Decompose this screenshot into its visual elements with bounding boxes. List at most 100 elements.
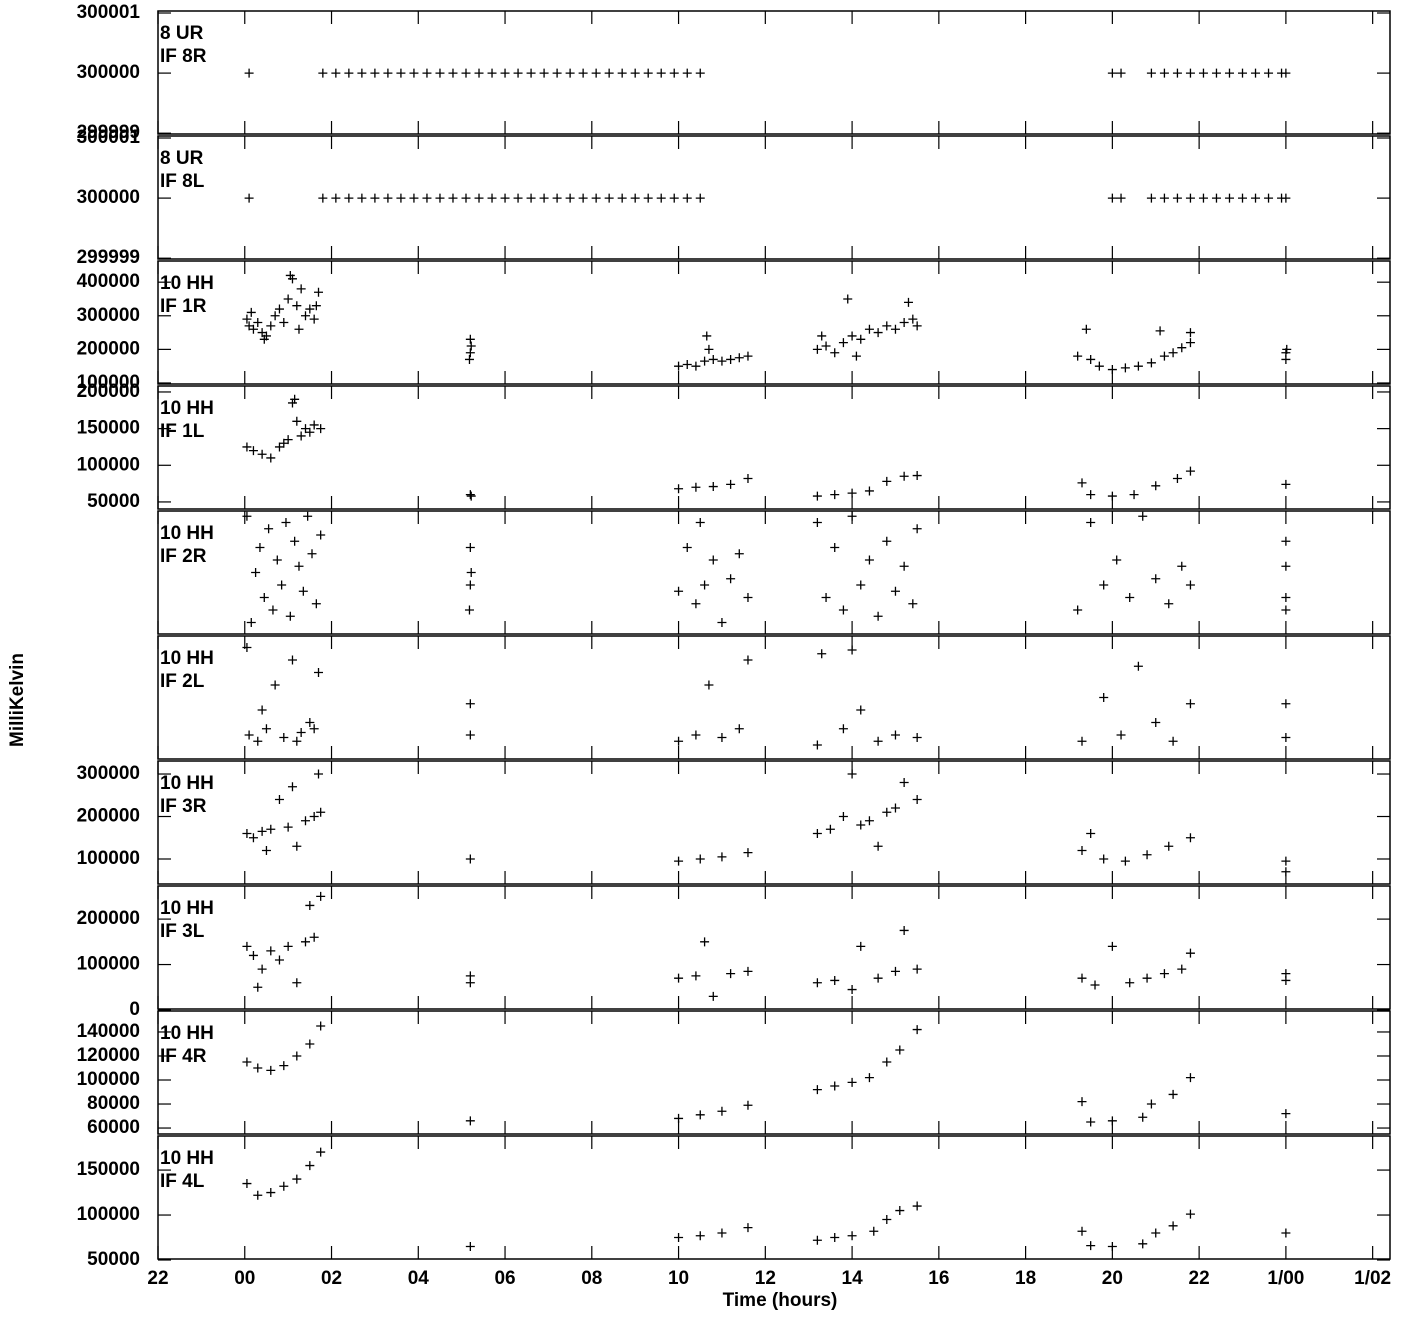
point: [1185, 466, 1195, 476]
y-tick-label: 100000: [77, 1069, 140, 1090]
point: [1164, 841, 1174, 851]
point: [266, 824, 276, 834]
point: [1151, 481, 1161, 491]
panel-frame: [157, 1010, 1391, 1135]
point: [695, 68, 705, 78]
point: [912, 524, 922, 534]
point: [435, 68, 445, 78]
point: [565, 193, 575, 203]
point: [717, 1228, 727, 1238]
point: [899, 318, 909, 327]
panel-label: 10 HH: [160, 898, 214, 919]
point: [912, 1201, 922, 1211]
point: [461, 193, 471, 203]
point: [1172, 473, 1182, 483]
point: [259, 593, 269, 602]
point: [912, 1025, 922, 1035]
point: [285, 611, 295, 621]
point: [422, 193, 432, 203]
point: [717, 618, 727, 627]
point: [266, 453, 276, 463]
point: [242, 643, 252, 652]
point: [643, 68, 653, 78]
point: [248, 324, 258, 334]
point: [272, 555, 282, 565]
x-tick-label: 12: [755, 1268, 776, 1289]
point: [316, 807, 326, 817]
point: [409, 68, 419, 78]
point: [266, 946, 276, 956]
point: [396, 193, 406, 203]
panel-label: IF 3L: [160, 921, 205, 942]
x-tick-label: 02: [321, 1268, 342, 1289]
point: [1185, 328, 1195, 338]
point: [1151, 574, 1161, 584]
point: [309, 314, 319, 324]
y-tick-label: 50000: [87, 1249, 140, 1270]
point: [674, 1113, 684, 1123]
point: [882, 321, 892, 331]
panel-label: 10 HH: [160, 1023, 214, 1044]
point: [682, 543, 692, 552]
point: [300, 311, 310, 321]
point: [242, 314, 252, 324]
x-tick-label: 22: [1189, 1268, 1210, 1289]
point: [743, 848, 753, 858]
point: [248, 950, 258, 960]
point: [257, 705, 267, 715]
point: [1077, 846, 1087, 855]
point: [279, 1061, 289, 1071]
point: [700, 580, 710, 590]
point: [830, 1081, 840, 1091]
point: [305, 1161, 315, 1171]
point: [1151, 1228, 1161, 1238]
point: [1224, 68, 1234, 78]
point: [838, 724, 848, 734]
point: [277, 580, 287, 590]
point: [311, 599, 321, 609]
point: [331, 68, 341, 78]
point: [704, 344, 714, 354]
point: [1133, 361, 1143, 371]
point: [847, 488, 857, 498]
y-tick-label: 299999: [77, 122, 140, 143]
point: [864, 816, 874, 826]
panel-frame: [157, 10, 1391, 135]
point: [465, 1242, 475, 1252]
point: [825, 824, 835, 834]
point: [912, 964, 922, 974]
point: [344, 68, 354, 78]
point: [912, 321, 922, 331]
point: [552, 193, 562, 203]
point: [466, 568, 476, 577]
point: [1172, 193, 1182, 203]
panel-label: IF 1L: [160, 421, 205, 442]
point: [461, 68, 471, 78]
point: [669, 68, 679, 78]
point: [1099, 580, 1109, 590]
point: [292, 1051, 302, 1061]
point: [1116, 193, 1126, 203]
point: [691, 482, 701, 492]
panel-label: IF 8R: [160, 46, 207, 67]
y-tick-label: 300000: [77, 763, 140, 784]
x-tick-label: 08: [581, 1268, 602, 1289]
point: [695, 854, 705, 864]
point: [890, 586, 900, 596]
point: [292, 841, 302, 851]
x-tick-label: 18: [1015, 1268, 1036, 1289]
x-axis-label: Time (hours): [723, 1290, 838, 1311]
point: [465, 699, 475, 709]
point: [242, 511, 252, 521]
point: [890, 324, 900, 334]
point: [838, 605, 848, 615]
point: [882, 807, 892, 817]
point: [1138, 511, 1148, 521]
point: [465, 854, 475, 864]
point: [869, 1226, 879, 1236]
point: [1185, 1209, 1195, 1219]
y-tick-label: 300000: [77, 305, 140, 326]
point: [242, 1179, 252, 1189]
point: [500, 68, 510, 78]
